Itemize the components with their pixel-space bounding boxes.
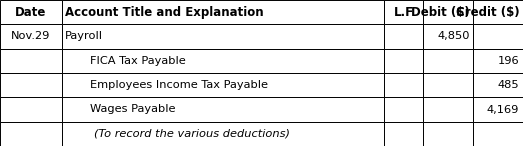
Bar (473, 0, 523, 24)
Bar (62, 24, 384, 49)
Bar (473, 97, 523, 122)
Text: Credit ($): Credit ($) (456, 6, 519, 19)
Text: Nov.29: Nov.29 (11, 32, 51, 41)
Bar (473, 24, 523, 49)
Bar (62, 73, 384, 97)
Bar (0, 122, 62, 146)
Text: 4,169: 4,169 (487, 105, 519, 114)
Bar (384, 24, 423, 49)
Bar (384, 122, 423, 146)
Bar (62, 97, 384, 122)
Bar (423, 49, 473, 73)
Bar (473, 122, 523, 146)
Text: Wages Payable: Wages Payable (90, 105, 176, 114)
Bar (423, 97, 473, 122)
Bar (384, 0, 423, 24)
Text: Debit ($): Debit ($) (411, 6, 470, 19)
Text: L.F: L.F (393, 6, 414, 19)
Bar (0, 97, 62, 122)
Bar (0, 73, 62, 97)
Bar (0, 49, 62, 73)
Bar (473, 49, 523, 73)
Bar (62, 122, 384, 146)
Bar (473, 73, 523, 97)
Bar (0, 0, 62, 24)
Text: Employees Income Tax Payable: Employees Income Tax Payable (90, 80, 268, 90)
Text: (To record the various deductions): (To record the various deductions) (94, 129, 290, 139)
Text: 196: 196 (498, 56, 519, 66)
Text: Date: Date (15, 6, 47, 19)
Bar (423, 122, 473, 146)
Bar (423, 0, 473, 24)
Bar (384, 97, 423, 122)
Text: 485: 485 (498, 80, 519, 90)
Bar (423, 73, 473, 97)
Text: Account Title and Explanation: Account Title and Explanation (65, 6, 264, 19)
Text: FICA Tax Payable: FICA Tax Payable (90, 56, 186, 66)
Bar (384, 49, 423, 73)
Bar (384, 73, 423, 97)
Bar (62, 49, 384, 73)
Bar (423, 24, 473, 49)
Bar (0, 24, 62, 49)
Bar (62, 0, 384, 24)
Text: Payroll: Payroll (65, 32, 104, 41)
Text: 4,850: 4,850 (437, 32, 470, 41)
